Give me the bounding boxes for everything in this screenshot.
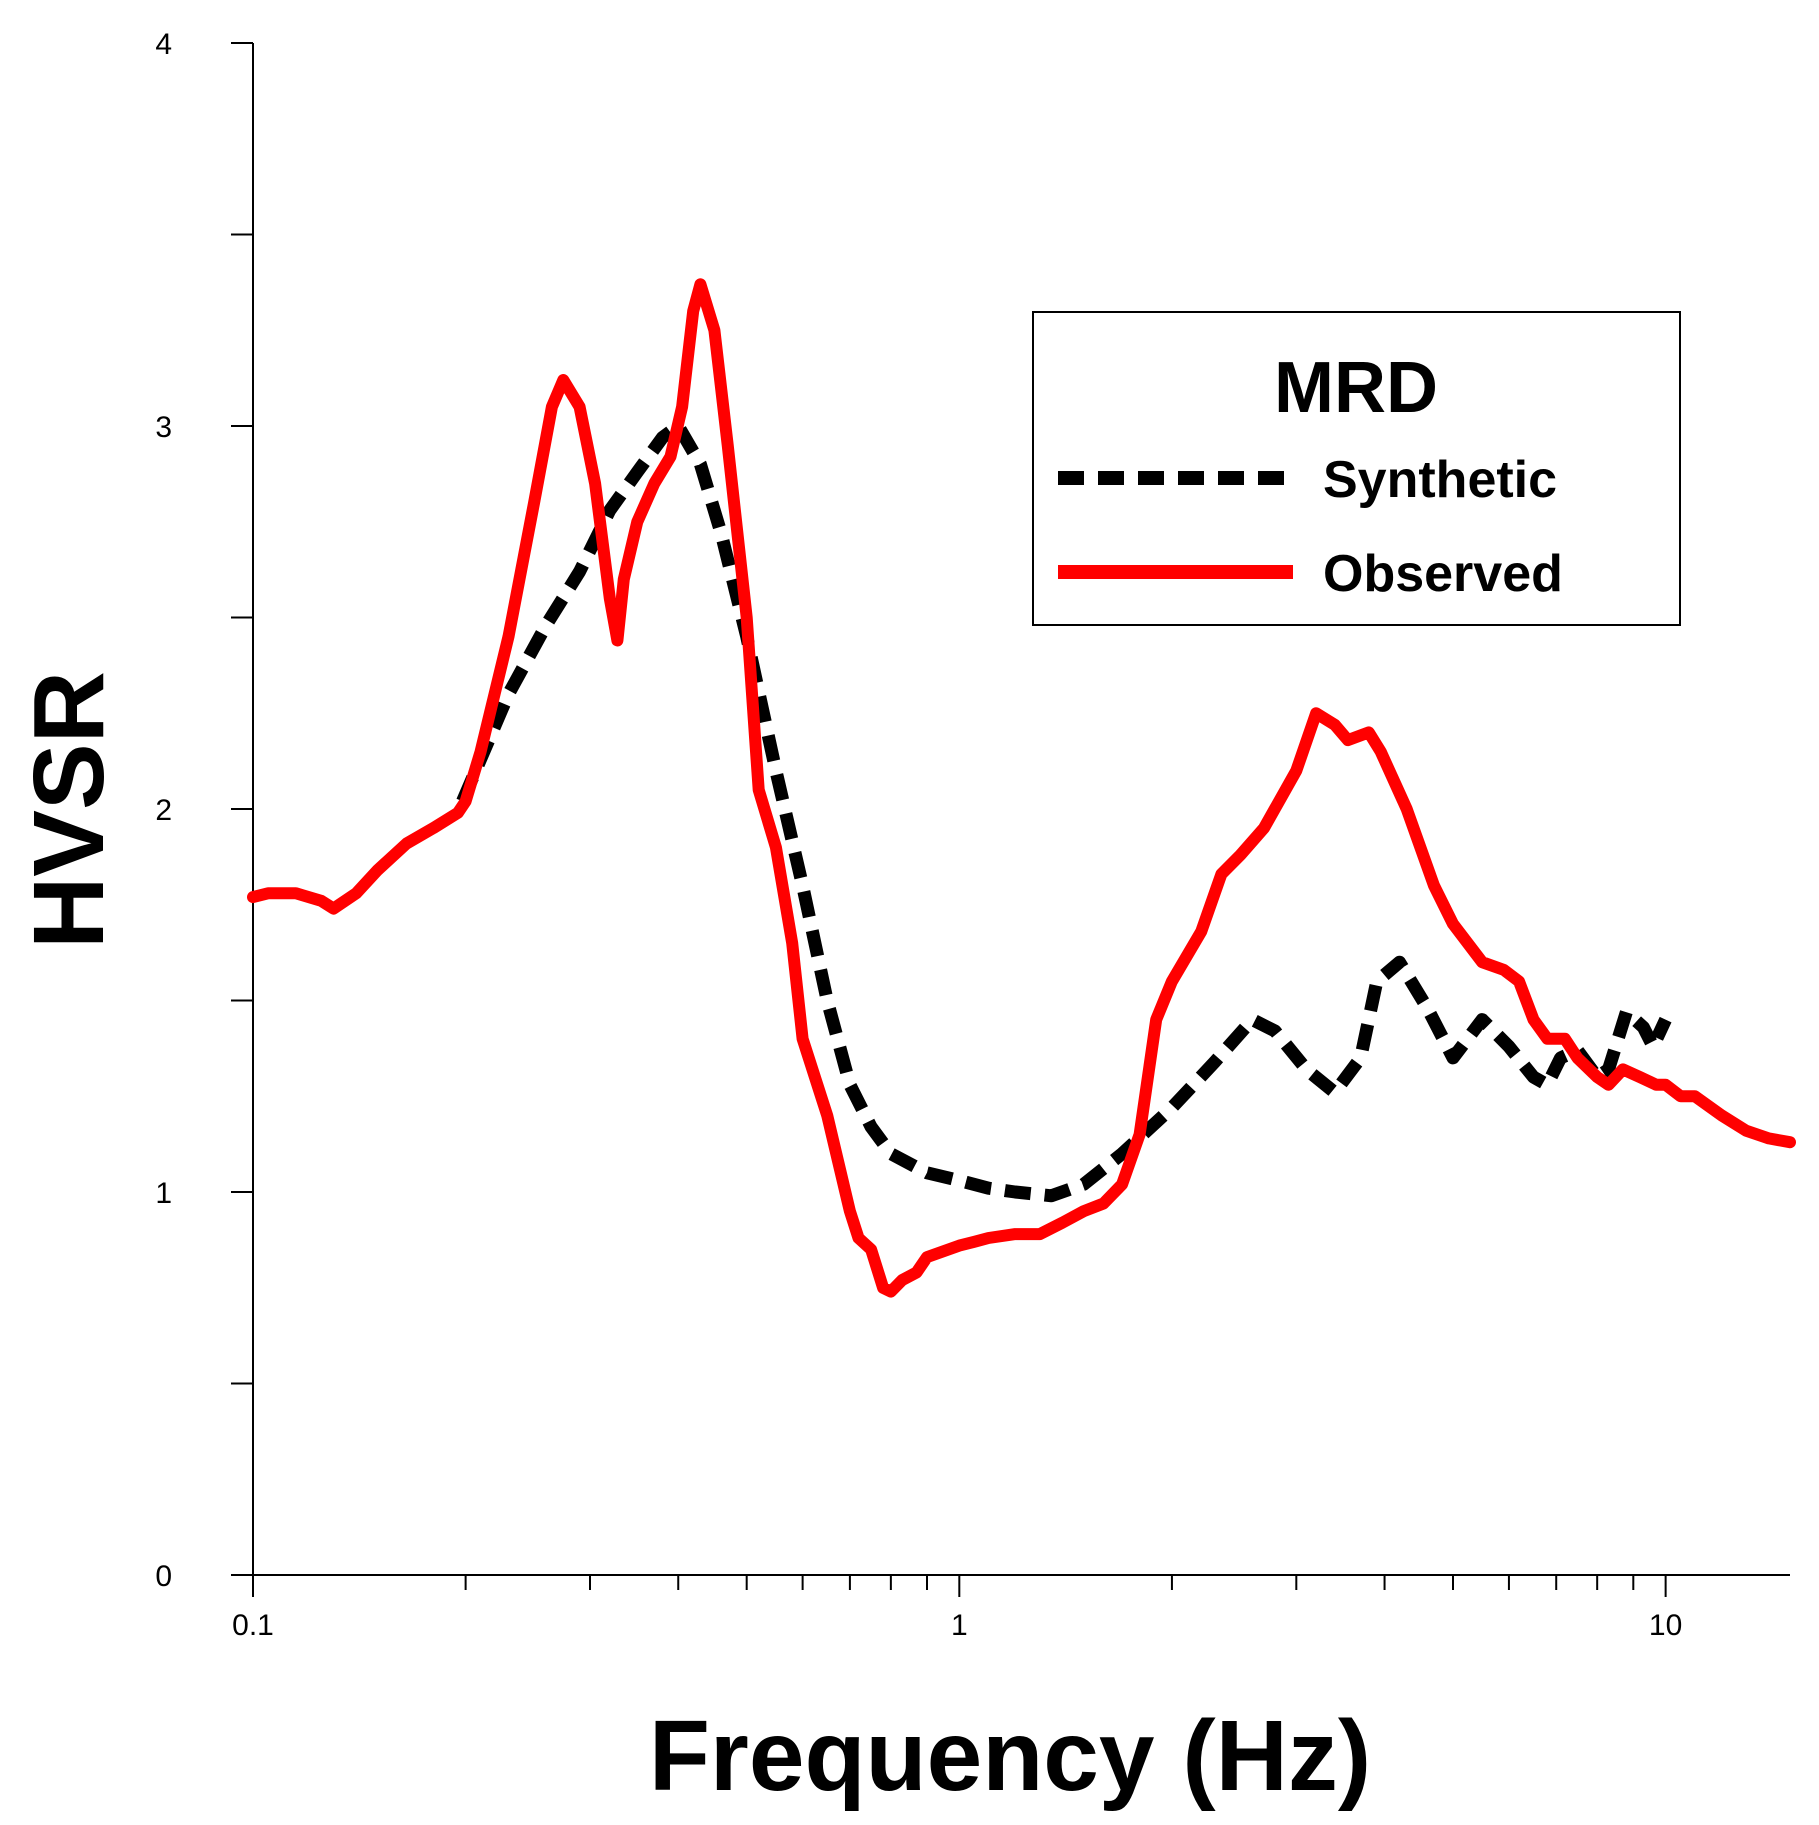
legend: MRD Synthetic Observed (1032, 311, 1681, 626)
x-axis-title: Frequency (Hz) (649, 1700, 1371, 1812)
series-layer (247, 278, 1796, 1298)
legend-title: MRD (1274, 348, 1438, 428)
series-line-observed (247, 278, 1796, 1298)
y-tick-label: 2 (155, 794, 172, 827)
y-tick-label: 3 (155, 411, 172, 444)
x-tick-label: 1 (951, 1609, 968, 1642)
y-axis-title: HVSR (13, 671, 125, 949)
y-tick-label: 1 (155, 1177, 172, 1210)
y-tick-label: 0 (155, 1560, 172, 1593)
x-ticks: 0.1 1 10 (232, 1575, 1682, 1642)
series-line-synthetic (456, 419, 1672, 1203)
x-tick-label: 0.1 (232, 1609, 274, 1642)
legend-label-synthetic: Synthetic (1323, 451, 1557, 509)
y-ticks: 0 1 2 3 4 (155, 28, 253, 1593)
y-tick-label: 4 (155, 28, 172, 61)
x-tick-label: 10 (1649, 1609, 1682, 1642)
legend-label-observed: Observed (1323, 545, 1563, 603)
